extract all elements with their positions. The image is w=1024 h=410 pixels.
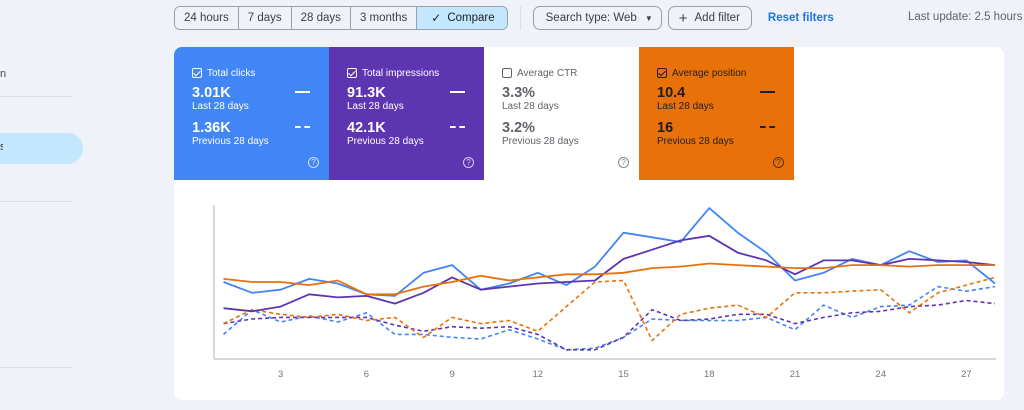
- series-line-average-position-last-28-days: [223, 262, 995, 296]
- current-period-label: Last 28 days: [347, 101, 404, 112]
- add-filter-button[interactable]: + Add filter: [667, 6, 752, 30]
- sidebar-divider: [0, 201, 73, 202]
- previous-period-label: Previous 28 days: [657, 136, 734, 147]
- dashed-line-legend-icon: [295, 126, 310, 128]
- x-tick-label: 15: [618, 369, 629, 380]
- metric-card-average-ctr[interactable]: Average CTR 3.3% Last 28 days 3.2% Previ…: [484, 47, 639, 180]
- date-range-label: 3 months: [359, 12, 408, 24]
- help-icon[interactable]: ?: [618, 157, 629, 168]
- caret-down-icon: ▼: [644, 13, 653, 23]
- card-title: Average position: [657, 67, 794, 79]
- checkbox-checked-icon[interactable]: [657, 68, 667, 78]
- compare-label: Compare: [447, 12, 495, 24]
- checkbox-checked-icon[interactable]: [347, 68, 357, 78]
- checkbox-checked-icon[interactable]: [192, 68, 202, 78]
- date-range-24-hours[interactable]: 24 hours: [175, 7, 239, 29]
- card-title: Total impressions: [347, 67, 484, 79]
- check-icon: ✓: [431, 11, 442, 25]
- date-range-3-months[interactable]: 3 months: [350, 7, 418, 29]
- card-title: Total clicks: [192, 67, 329, 79]
- dashed-line-legend-icon: [760, 126, 775, 128]
- sidebar-divider: [0, 367, 73, 368]
- previous-period-label: Previous 28 days: [192, 136, 269, 147]
- reset-filters-link[interactable]: Reset filters: [767, 12, 834, 24]
- previous-value: 42.1K: [347, 120, 386, 136]
- current-value: 3.01K: [192, 85, 231, 101]
- help-icon[interactable]: ?: [308, 157, 319, 168]
- card-title-label: Total clicks: [207, 67, 256, 79]
- date-range-7-days[interactable]: 7 days: [238, 7, 292, 29]
- series-line-total-impressions-last-28-days: [223, 234, 996, 313]
- add-filter-label: Add filter: [694, 12, 740, 24]
- performance-chart: 3 6 9 12 15 18 21 24 27: [174, 180, 1004, 400]
- help-icon[interactable]: ?: [463, 157, 474, 168]
- x-tick-label: 6: [364, 369, 369, 380]
- x-tick-label: 3: [278, 369, 283, 380]
- date-range-label: 28 days: [300, 12, 341, 24]
- sidebar-divider: [0, 96, 73, 97]
- help-icon[interactable]: ?: [773, 157, 784, 168]
- dashed-line-legend-icon: [450, 126, 465, 128]
- metric-card-average-position[interactable]: Average position 10.4 Last 28 days 16 Pr…: [639, 47, 794, 180]
- previous-value: 1.36K: [192, 120, 231, 136]
- previous-value: 3.2%: [502, 120, 536, 136]
- last-update-text: Last update: 2.5 hours: [908, 11, 1023, 23]
- sidebar-item-active[interactable]: s: [0, 133, 83, 164]
- series-line-total-impressions-previous-28-days: [223, 299, 996, 351]
- date-range-selector: 24 hours 7 days 28 days 3 months ✓ Compa…: [174, 6, 508, 30]
- search-type-label: Search type: Web: [545, 12, 637, 24]
- checkbox-unchecked-icon[interactable]: [502, 68, 512, 78]
- card-title-label: Average CTR: [517, 67, 578, 79]
- search-type-dropdown[interactable]: Search type: Web ▼: [532, 6, 662, 30]
- previous-period-label: Previous 28 days: [502, 136, 579, 147]
- series-line-total-clicks-previous-28-days: [222, 285, 996, 351]
- date-range-label: 24 hours: [184, 12, 229, 24]
- performance-panel: Total clicks 3.01K Last 28 days 1.36K Pr…: [174, 47, 1004, 400]
- current-period-label: Last 28 days: [502, 101, 559, 112]
- x-tick-label: 12: [533, 369, 544, 380]
- card-title-label: Total impressions: [362, 67, 440, 79]
- line-chart: 3 6 9 12 15 18 21 24 27: [213, 205, 996, 380]
- toolbar-divider: [519, 6, 521, 30]
- metric-cards: Total clicks 3.01K Last 28 days 1.36K Pr…: [174, 47, 794, 180]
- current-period-label: Last 28 days: [192, 101, 249, 112]
- x-tick-label: 18: [704, 369, 715, 380]
- card-title: Average CTR: [502, 67, 639, 79]
- series-line-total-clicks-last-28-days: [223, 207, 996, 297]
- current-value: 91.3K: [347, 85, 386, 101]
- current-value: 3.3%: [502, 85, 536, 101]
- solid-line-legend-icon: [760, 91, 775, 93]
- series-line-average-position-previous-28-days: [223, 276, 996, 342]
- plus-icon: +: [678, 9, 688, 27]
- card-title-label: Average position: [672, 67, 747, 79]
- sidebar: n s: [0, 0, 100, 410]
- sidebar-item-partial[interactable]: n: [0, 68, 7, 80]
- date-range-label: 7 days: [247, 12, 282, 24]
- x-tick-label: 24: [875, 369, 886, 380]
- previous-value: 16: [657, 120, 674, 136]
- metric-card-total-clicks[interactable]: Total clicks 3.01K Last 28 days 1.36K Pr…: [174, 47, 329, 180]
- x-tick-label: 9: [449, 369, 454, 380]
- sidebar-item-active-label: s: [0, 141, 3, 153]
- compare-button[interactable]: ✓ Compare: [417, 7, 507, 29]
- metric-card-total-impressions[interactable]: Total impressions 91.3K Last 28 days 42.…: [329, 47, 484, 180]
- previous-period-label: Previous 28 days: [347, 136, 424, 147]
- x-tick-label: 21: [790, 369, 801, 380]
- current-period-label: Last 28 days: [657, 101, 714, 112]
- date-range-28-days[interactable]: 28 days: [291, 7, 351, 29]
- current-value: 10.4: [657, 85, 686, 101]
- solid-line-legend-icon: [295, 91, 310, 93]
- toolbar: 24 hours 7 days 28 days 3 months ✓ Compa…: [174, 5, 834, 31]
- solid-line-legend-icon: [450, 91, 465, 93]
- x-tick-label: 27: [961, 369, 972, 380]
